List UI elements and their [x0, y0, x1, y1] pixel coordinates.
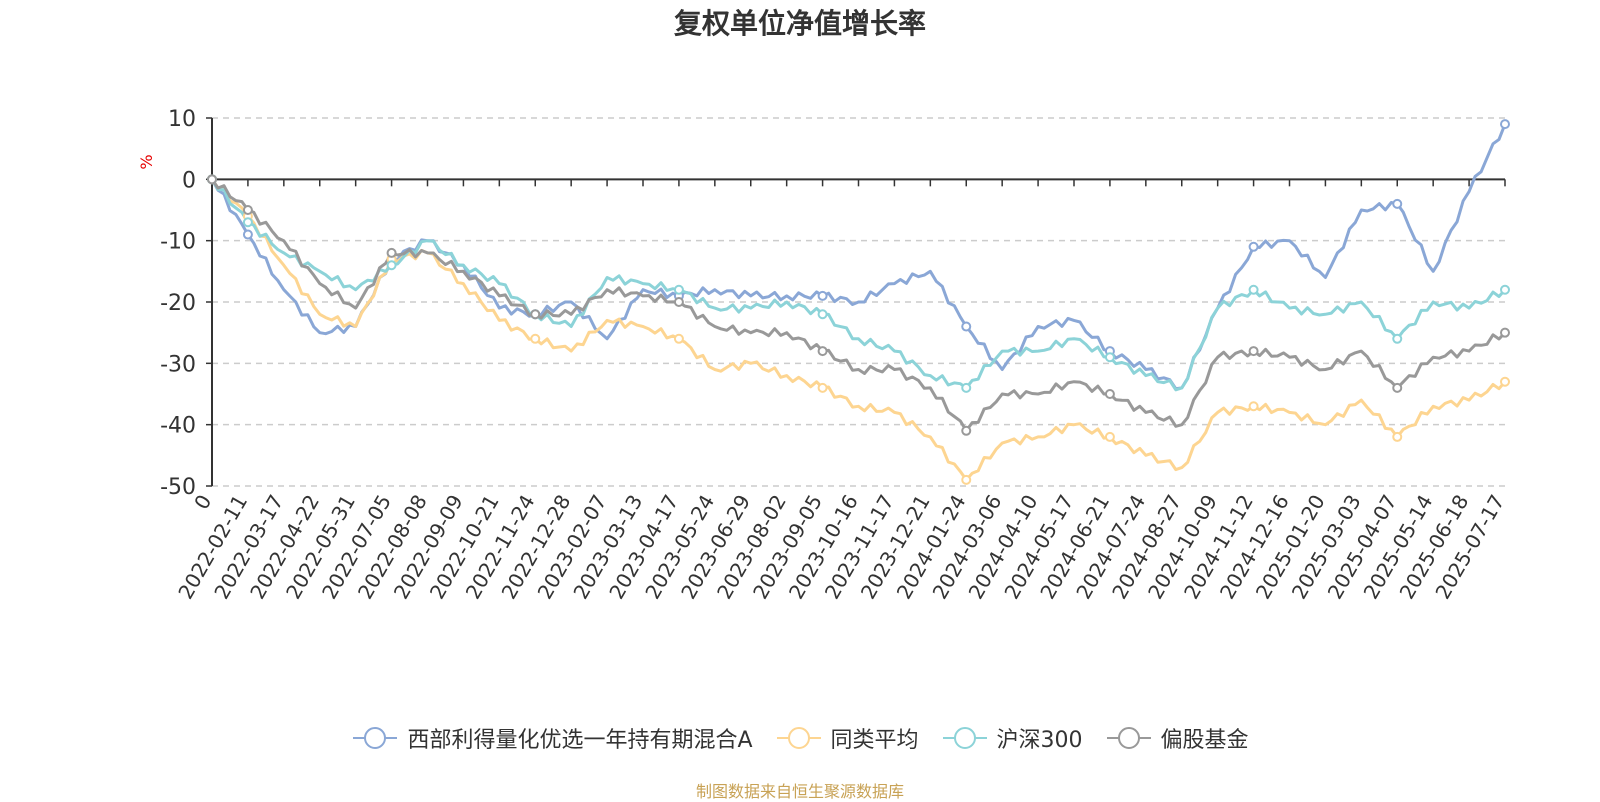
- series-lines: [210, 123, 1507, 482]
- y-tick-label: 10: [168, 107, 196, 132]
- y-tick-label: -10: [160, 230, 196, 255]
- data-point: [242, 229, 253, 240]
- data-point: [673, 333, 684, 344]
- data-point: [1392, 382, 1403, 393]
- data-point: [386, 247, 397, 258]
- source-note: 制图数据来自恒生聚源数据库: [695, 782, 904, 801]
- data-point: [817, 382, 828, 393]
- data-point: [673, 297, 684, 307]
- legend-swatch-icon: [776, 727, 821, 749]
- data-point: [961, 425, 972, 436]
- series-line: [210, 178, 1507, 433]
- legend-swatch-icon: [353, 727, 398, 749]
- data-point: [1392, 431, 1403, 442]
- series-line: [210, 178, 1507, 482]
- data-point: [817, 309, 828, 320]
- data-point: [1104, 389, 1115, 399]
- data-point: [1104, 352, 1115, 363]
- series-markers: [207, 119, 1510, 485]
- legend-item[interactable]: 沪深300: [941, 722, 1083, 754]
- chart-title: 复权单位净值增长率: [673, 7, 926, 40]
- y-tick-label: -20: [160, 291, 196, 316]
- legend-item[interactable]: 偏股基金: [1105, 722, 1249, 754]
- series-line: [210, 178, 1507, 392]
- data-point: [1500, 376, 1510, 387]
- x-tick-label: 0: [189, 491, 216, 514]
- line-chart: 100-10-20-30-40-5002022-02-112022-03-172…: [137, 107, 1510, 603]
- y-tick-label: -30: [160, 352, 196, 377]
- axes: 100-10-20-30-40-5002022-02-112022-03-172…: [160, 107, 1509, 603]
- legend-swatch-icon: [1106, 727, 1151, 749]
- data-point: [1248, 284, 1259, 295]
- data-point: [1248, 241, 1259, 252]
- y-tick-label: -40: [160, 414, 196, 439]
- legend-item[interactable]: 同类平均: [775, 722, 919, 754]
- data-point: [1248, 346, 1259, 357]
- data-point: [817, 346, 828, 357]
- data-point: [961, 474, 972, 485]
- data-point: [242, 205, 253, 215]
- data-point: [817, 290, 828, 301]
- data-point: [1392, 333, 1403, 344]
- data-point: [1500, 284, 1510, 295]
- data-point: [242, 217, 253, 228]
- legend-label: 同类平均: [830, 728, 919, 753]
- data-point: [386, 260, 397, 271]
- data-point: [673, 284, 684, 295]
- data-point: [530, 333, 541, 344]
- legend-swatch-icon: [942, 727, 987, 749]
- y-tick-label: -50: [160, 475, 196, 500]
- legend: 西部利得量化优选一年持有期混合A 同类平均 沪深300 偏股基金: [0, 722, 1600, 754]
- data-point: [530, 309, 541, 320]
- data-point: [1104, 431, 1115, 442]
- y-axis-unit-label: %: [137, 154, 156, 169]
- y-tick-label: 0: [182, 168, 196, 193]
- data-point: [207, 174, 217, 185]
- data-point: [961, 382, 972, 393]
- legend-item[interactable]: 西部利得量化优选一年持有期混合A: [351, 722, 753, 754]
- legend-label: 偏股基金: [1160, 728, 1249, 753]
- data-point: [1248, 401, 1259, 412]
- legend-label: 沪深300: [996, 728, 1083, 753]
- data-point: [961, 321, 972, 332]
- data-point: [1392, 198, 1403, 209]
- legend-label: 西部利得量化优选一年持有期混合A: [407, 728, 753, 753]
- data-point: [1500, 327, 1510, 338]
- data-point: [1500, 119, 1510, 130]
